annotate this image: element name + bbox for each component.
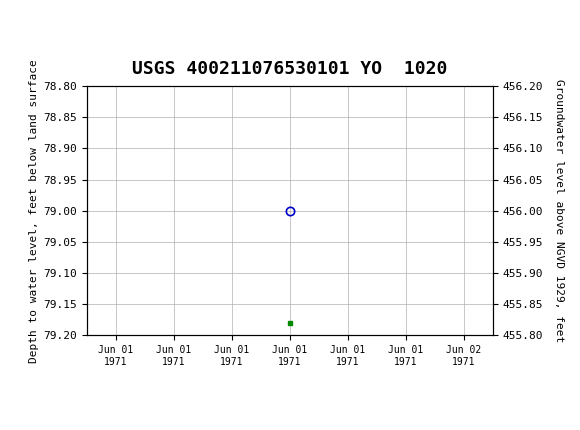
Text: USGS 400211076530101 YO  1020: USGS 400211076530101 YO 1020 [132,60,448,78]
Y-axis label: Depth to water level, feet below land surface: Depth to water level, feet below land su… [30,59,39,362]
Y-axis label: Groundwater level above NGVD 1929, feet: Groundwater level above NGVD 1929, feet [554,79,564,342]
Text: ▒USGS: ▒USGS [9,11,72,36]
